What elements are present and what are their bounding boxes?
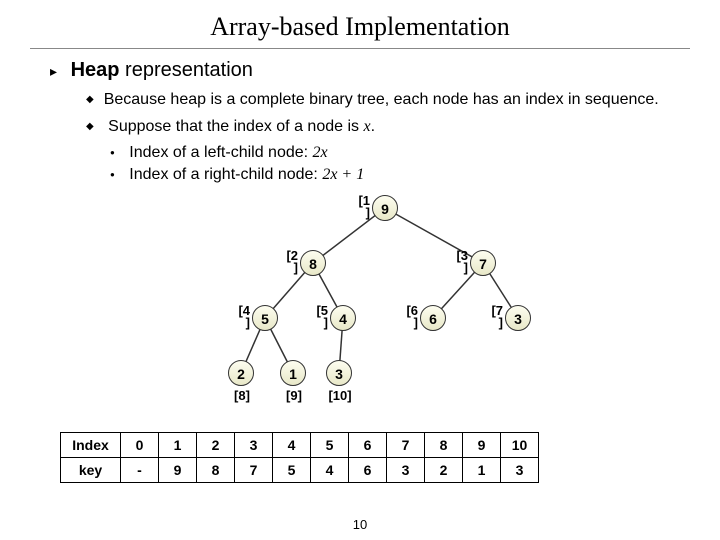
tree-node: 7 (470, 250, 496, 276)
index-row: Index 012345678910 (61, 433, 539, 458)
tree-node: 5 (252, 305, 278, 331)
heading: Heap representation (50, 59, 670, 82)
sub-bullet-1: Index of a left-child node: 2x (110, 144, 670, 162)
tree-node: 2 (228, 360, 254, 386)
index-cell: 4 (273, 433, 311, 458)
key-cell: 7 (235, 458, 273, 483)
tree-node-label: [5] (304, 305, 328, 329)
key-row: key -9875463213 (61, 458, 539, 483)
index-cell: 5 (311, 433, 349, 458)
tree-node: 6 (420, 305, 446, 331)
tree-diagram: 9[1]8[2]7[3]5[4]4[5]6[6]3[7]2[8]1[9]3[10… (0, 195, 720, 455)
sub-bullet-2: Index of a right-child node: 2x + 1 (110, 166, 670, 184)
index-cell: 9 (463, 433, 501, 458)
heading-bold: Heap (71, 59, 120, 81)
key-cell: 3 (387, 458, 425, 483)
tree-node-label: [6] (394, 305, 418, 329)
page-number: 10 (0, 517, 720, 532)
tree-node: 9 (372, 195, 398, 221)
tree-node-label: [3] (444, 250, 468, 274)
tree-node-label: [7] (479, 305, 503, 329)
bullet-list: Because heap is a complete binary tree, … (50, 90, 670, 138)
heading-rest: representation (120, 59, 253, 81)
tree-node: 4 (330, 305, 356, 331)
key-cell: 9 (159, 458, 197, 483)
content-block: Heap representation Because heap is a co… (0, 59, 720, 184)
key-cell: 1 (463, 458, 501, 483)
row-head-key: key (61, 458, 121, 483)
bullet-2: Suppose that the index of a node is x. (86, 117, 670, 138)
key-cell: 4 (311, 458, 349, 483)
index-cell: 8 (425, 433, 463, 458)
index-cell: 2 (197, 433, 235, 458)
index-cell: 3 (235, 433, 273, 458)
key-cell: 8 (197, 458, 235, 483)
bullet-1: Because heap is a complete binary tree, … (86, 90, 670, 111)
row-head-index: Index (61, 433, 121, 458)
index-cell: 0 (121, 433, 159, 458)
index-cell: 10 (501, 433, 539, 458)
tree-node: 8 (300, 250, 326, 276)
tree-edges (0, 195, 720, 425)
tree-node: 1 (280, 360, 306, 386)
tree-node-label: [4] (226, 305, 250, 329)
key-cell: 6 (349, 458, 387, 483)
tree-node-label: [8] (226, 388, 258, 403)
key-cell: 5 (273, 458, 311, 483)
index-cell: 6 (349, 433, 387, 458)
index-cell: 1 (159, 433, 197, 458)
tree-node-label: [2] (274, 250, 298, 274)
page-title: Array-based Implementation (30, 0, 690, 49)
tree-node: 3 (505, 305, 531, 331)
sub-bullet-list: Index of a left-child node: 2x Index of … (50, 144, 670, 184)
array-table: Index 012345678910 key -9875463213 (60, 432, 539, 483)
tree-node-label: [10] (324, 388, 356, 403)
tree-node-label: [1] (346, 195, 370, 219)
tree-node-label: [9] (278, 388, 310, 403)
key-cell: 3 (501, 458, 539, 483)
key-cell: 2 (425, 458, 463, 483)
tree-node: 3 (326, 360, 352, 386)
key-cell: - (121, 458, 159, 483)
index-cell: 7 (387, 433, 425, 458)
